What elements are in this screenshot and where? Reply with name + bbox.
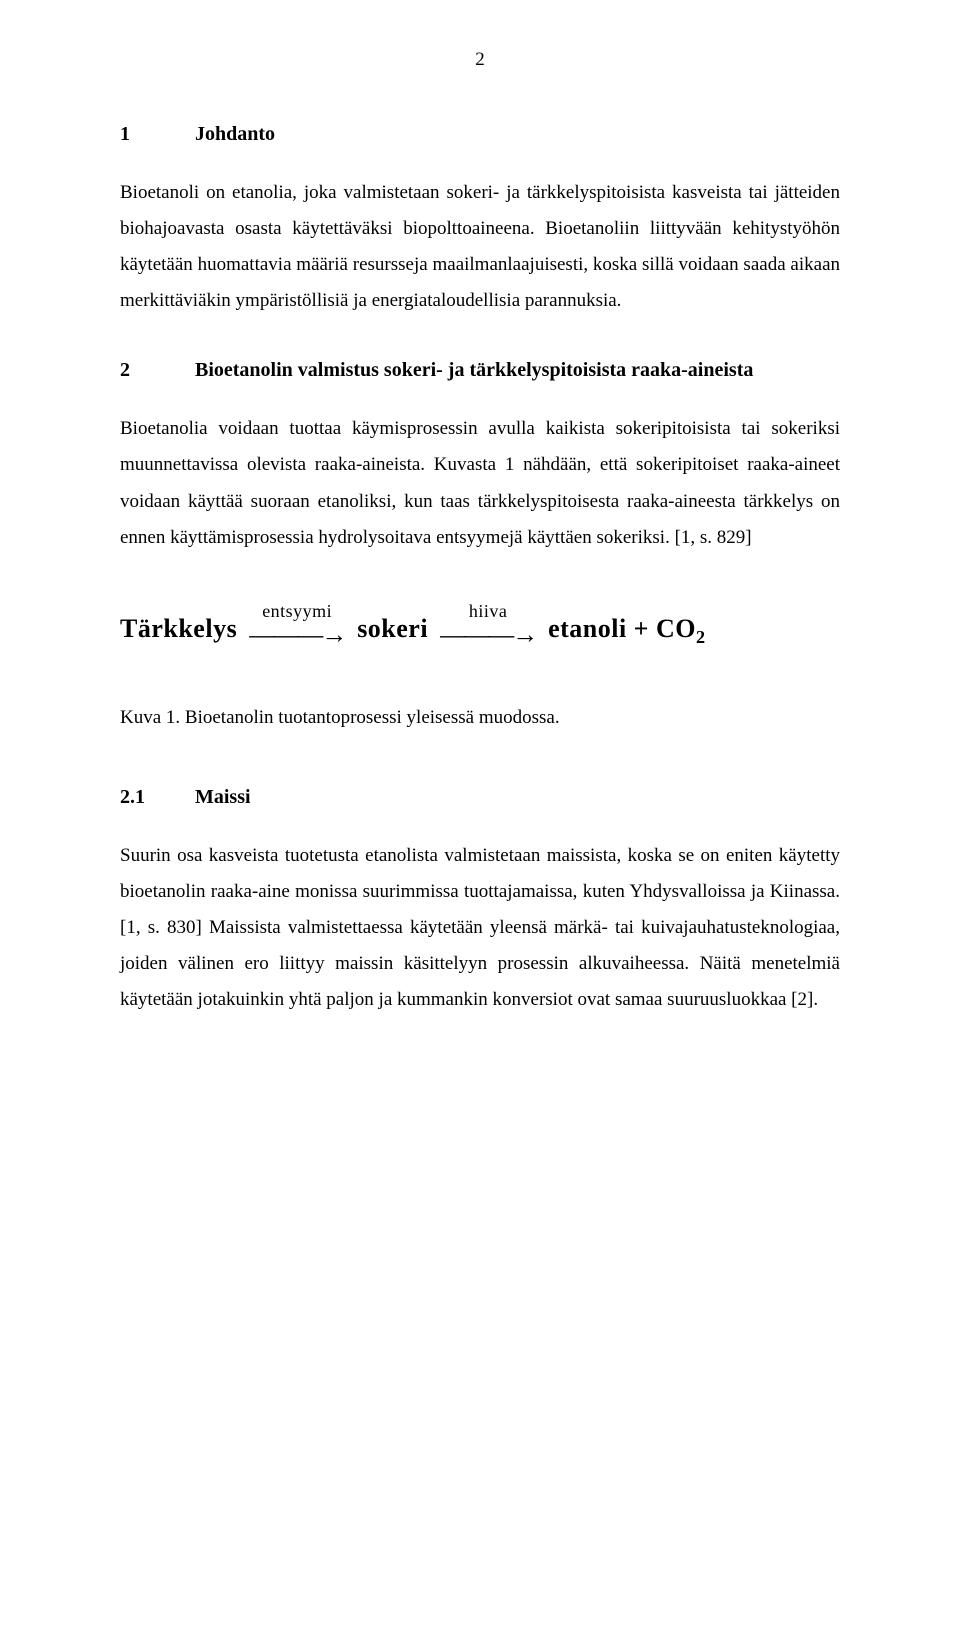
section-2-paragraph-1: Bioetanolia voidaan tuottaa käymisproses… xyxy=(120,411,840,555)
section-2-1-heading: 2.1 Maissi xyxy=(120,778,840,816)
section-1-heading: 1 Johdanto xyxy=(120,115,840,153)
section-2-title: Bioetanolin valmistus sokeri- ja tärkkel… xyxy=(195,359,753,381)
section-1-title: Johdanto xyxy=(195,123,275,145)
reaction-term-2: sokeri xyxy=(357,604,428,653)
section-2-1-number: 2.1 xyxy=(120,778,190,816)
reaction-term-3-subscript: 2 xyxy=(696,628,706,648)
document-page: 2 1 Johdanto Bioetanoli on etanolia, jok… xyxy=(0,0,960,1646)
section-2-number: 2 xyxy=(120,351,190,389)
reaction-equation: Tärkkelys entsyymi ———→ sokeri hiiva ———… xyxy=(120,602,840,654)
reaction-arrow-2-label: hiiva xyxy=(469,602,508,620)
section-1-paragraph-1: Bioetanoli on etanolia, joka valmistetaa… xyxy=(120,175,840,319)
section-2-1-title: Maissi xyxy=(195,786,251,808)
reaction-arrow-2: hiiva ———→ xyxy=(440,602,536,654)
reaction-term-1: Tärkkelys xyxy=(120,604,237,653)
section-2-1-paragraph-1: Suurin osa kasveista tuotetusta etanolis… xyxy=(120,838,840,1018)
reaction-arrow-1-label: entsyymi xyxy=(262,602,332,620)
arrow-icon: ———→ xyxy=(249,622,345,648)
section-1-number: 1 xyxy=(120,115,190,153)
reaction-term-3: etanoli + CO2 xyxy=(548,604,706,653)
section-2-heading: 2 Bioetanolin valmistus sokeri- ja tärkk… xyxy=(120,351,840,389)
page-number: 2 xyxy=(120,50,840,69)
figure-1-caption: Kuva 1. Bioetanolin tuotantoprosessi yle… xyxy=(120,700,840,736)
reaction-term-3-prefix: etanoli + CO xyxy=(548,614,696,643)
arrow-icon: ———→ xyxy=(440,622,536,648)
reaction-arrow-1: entsyymi ———→ xyxy=(249,602,345,654)
